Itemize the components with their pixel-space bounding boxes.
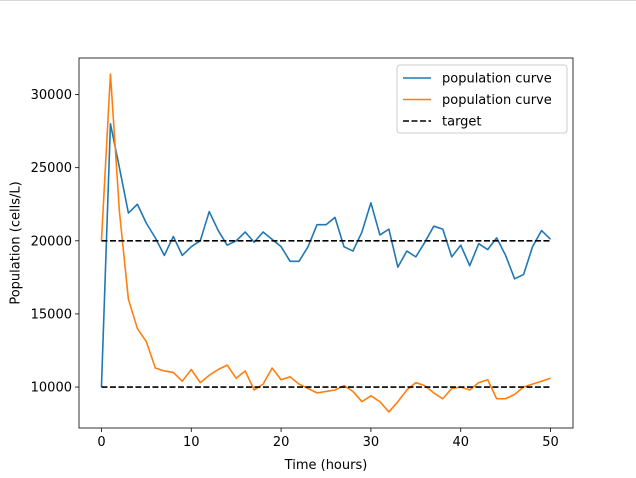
- y-tick-label: 10000: [31, 381, 72, 396]
- legend-box: [396, 64, 568, 134]
- y-tick-label: 20000: [31, 234, 72, 249]
- series-line-1: [100, 73, 551, 413]
- x-tick-label: 30: [363, 435, 380, 450]
- axes-frame: [78, 57, 574, 429]
- y-tick-label: 25000: [31, 161, 72, 176]
- y-tick-label: 30000: [31, 88, 72, 103]
- x-tick-label: 40: [452, 435, 469, 450]
- x-tick-label: 20: [273, 435, 290, 450]
- axes-layer: 0 10 20 30 40 50 10000 15000 20000 25000 30000: [31, 57, 574, 450]
- legend: population curve population curve target: [396, 64, 568, 134]
- series-line-0: [100, 123, 552, 388]
- window-top-border: [0, 0, 636, 1]
- x-tick-label: 50: [542, 435, 559, 450]
- legend-label-2: target: [442, 115, 482, 130]
- x-tick-label: 10: [183, 435, 200, 450]
- series-layer: [100, 73, 552, 413]
- y-axis-label: Population (cells/L): [9, 181, 24, 304]
- legend-label-1: population curve: [442, 93, 552, 108]
- legend-label-0: population curve: [442, 72, 552, 87]
- y-tick-label: 15000: [31, 307, 72, 322]
- x-axis-label: Time (hours): [284, 458, 368, 473]
- x-tick-label: 0: [97, 435, 105, 450]
